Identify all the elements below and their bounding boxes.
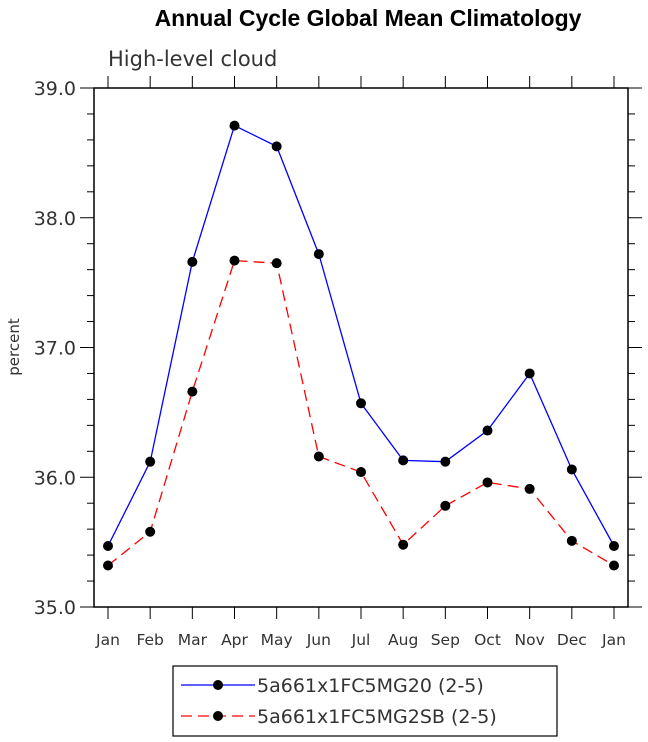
data-point xyxy=(566,535,577,546)
legend-marker-0 xyxy=(213,680,223,690)
series-line-1 xyxy=(107,259,615,567)
x-tick-label: Apr xyxy=(221,631,248,649)
data-point xyxy=(566,464,577,475)
x-tick-label: Sep xyxy=(431,631,460,649)
data-point xyxy=(187,256,198,267)
data-point xyxy=(145,456,156,467)
data-point xyxy=(440,500,451,511)
data-point xyxy=(398,455,409,466)
legend-marker-1 xyxy=(213,711,223,721)
data-point xyxy=(524,368,535,379)
x-tick-label: Nov xyxy=(515,631,545,649)
data-point xyxy=(609,541,619,552)
legend-label-0: 5a661x1FC5MG20 (2-5) xyxy=(257,675,484,697)
data-point xyxy=(356,467,366,478)
data-point xyxy=(524,483,535,494)
data-point xyxy=(440,456,451,467)
legend-box xyxy=(172,665,558,737)
data-point xyxy=(356,398,366,409)
x-tick-label: May xyxy=(261,631,293,649)
y-tick-label: 35.0 xyxy=(34,597,76,619)
data-point xyxy=(103,560,113,571)
plot-frame xyxy=(93,87,629,608)
series-line-0 xyxy=(107,124,615,547)
legend-label-1: 5a661x1FC5MG2SB (2-5) xyxy=(257,706,497,728)
data-point xyxy=(609,560,619,571)
chart-title: Annual Cycle Global Mean Climatology xyxy=(155,5,582,31)
x-tick-label: Aug xyxy=(388,631,418,649)
x-tick-label: Oct xyxy=(474,631,501,649)
x-tick-label: Jul xyxy=(351,631,371,649)
data-point xyxy=(187,386,198,397)
data-point xyxy=(482,425,493,436)
series-layer xyxy=(103,120,619,571)
data-point xyxy=(145,526,156,537)
x-tick-label: Mar xyxy=(178,631,208,649)
data-point xyxy=(398,539,409,550)
x-tick-label: Dec xyxy=(557,631,587,649)
x-tick-label: Jan xyxy=(601,631,626,649)
y-tick-label: 37.0 xyxy=(34,338,76,360)
x-tick-label: Feb xyxy=(136,631,163,649)
tick-labels: 35.0 36.0 37.0 38.0 39.0 Jan Feb Mar Apr May Jun Ju… xyxy=(34,78,626,649)
data-point xyxy=(229,255,240,266)
data-point xyxy=(313,451,324,462)
data-point xyxy=(103,541,113,552)
data-point xyxy=(229,120,240,131)
data-point xyxy=(313,249,324,260)
data-point xyxy=(482,477,493,488)
axis-ticks xyxy=(80,76,642,619)
chart-subtitle: High-level cloud xyxy=(108,47,277,71)
y-tick-label: 38.0 xyxy=(34,208,76,230)
x-tick-label: Jun xyxy=(306,631,331,649)
x-tick-label: Jan xyxy=(95,631,120,649)
legend: 5a661x1FC5MG20 (2-5) 5a661x1FC5MG2SB (2-… xyxy=(172,665,558,737)
y-tick-label: 36.0 xyxy=(34,467,76,489)
data-point xyxy=(271,141,282,152)
y-tick-label: 39.0 xyxy=(34,78,76,100)
y-axis-label: percent xyxy=(5,318,23,376)
data-point xyxy=(271,258,282,269)
